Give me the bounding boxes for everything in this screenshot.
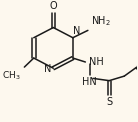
Text: CH$_3$: CH$_3$ bbox=[2, 70, 21, 82]
Text: S: S bbox=[106, 97, 112, 107]
Text: HN: HN bbox=[82, 77, 97, 87]
Text: O: O bbox=[50, 1, 57, 11]
Text: N: N bbox=[73, 26, 81, 36]
Text: NH: NH bbox=[88, 57, 103, 67]
Text: NH$_2$: NH$_2$ bbox=[91, 14, 111, 28]
Text: N: N bbox=[44, 64, 51, 74]
